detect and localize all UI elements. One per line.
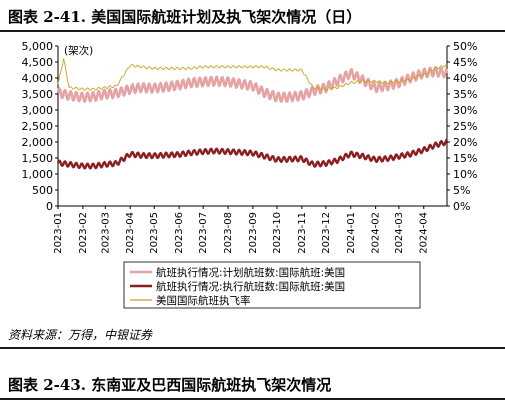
- chart-series: [56, 58, 449, 170]
- y-left-tick-label: 2,000: [22, 136, 54, 149]
- x-tick-label: 2023-02: [78, 212, 89, 254]
- y-right-tick-label: 5%: [453, 184, 470, 197]
- y-left-tick-label: 1,000: [22, 168, 54, 181]
- y-right-tick-label: 30%: [453, 104, 477, 117]
- series-line-2: [56, 139, 449, 170]
- x-tick-label: 2023-11: [297, 212, 308, 254]
- next-figure-title: 图表 2-43. 东南亚及巴西国际航班执飞架次情况: [8, 376, 332, 394]
- y-right-tick-label: 40%: [453, 72, 477, 85]
- x-tick-label: 2024-03: [394, 212, 405, 254]
- y-left-tick-label: 0: [46, 200, 53, 213]
- source-rule: [0, 347, 505, 349]
- y-left-tick-label: 1,500: [22, 152, 54, 165]
- x-tick-label: 2023-06: [174, 212, 185, 254]
- x-tick-label: 2023-01: [53, 212, 64, 254]
- legend-label-1: 航班执行情况:计划航班数:国际航班:美国: [156, 266, 345, 279]
- y-right-tick-label: 25%: [453, 120, 477, 133]
- x-tick-label: 2024-02: [371, 212, 382, 254]
- x-tick-label: 2023-12: [321, 212, 332, 254]
- y-right-tick-label: 0%: [453, 200, 470, 213]
- y-right-tick-label: 15%: [453, 152, 477, 165]
- source-note: 资料来源：万得，中银证券: [8, 328, 153, 342]
- x-tick-label: 2023-04: [125, 212, 136, 254]
- x-tick-label: 2023-03: [100, 212, 111, 254]
- x-tick-label: 2023-05: [149, 212, 160, 254]
- series-line-3: [57, 58, 448, 91]
- x-tick-label: 2023-10: [272, 212, 283, 254]
- legend-label-2: 航班执行情况:执行航班数:国际航班:美国: [156, 280, 345, 293]
- x-tick-label: 2024-04: [419, 212, 430, 254]
- y-left-tick-label: 3,000: [22, 104, 54, 117]
- x-tick-label: 2024-01: [346, 212, 357, 254]
- y-left-tick-label: 500: [32, 184, 53, 197]
- legend-box: [123, 261, 421, 309]
- y-right-tick-label: 10%: [453, 168, 477, 181]
- y-left-tick-label: 4,000: [22, 72, 54, 85]
- y-right-tick-label: 45%: [453, 56, 477, 69]
- chart-axes: 0 500 1,000 1,500 2,000 2,500 3,000 3,500 4,000 4…: [22, 40, 478, 254]
- y-left-tick-label: 4,500: [22, 56, 54, 69]
- series-line-1: [56, 66, 449, 103]
- x-tick-label: 2023-09: [248, 212, 259, 254]
- title-rule: [0, 30, 505, 32]
- chart-legend: 航班执行情况:计划航班数:国际航班:美国航班执行情况:执行航班数:国际航班:美国…: [123, 261, 421, 309]
- y-right-tick-label: 20%: [453, 136, 477, 149]
- y-right-tick-label: 50%: [453, 40, 477, 53]
- x-tick-label: 2023-08: [223, 212, 234, 254]
- y-left-tick-label: 2,500: [22, 120, 54, 133]
- y-left-tick-label: 3,500: [22, 88, 54, 101]
- legend-label-3: 美国国际航班执飞率: [156, 294, 251, 307]
- next-title-rule: [0, 398, 505, 400]
- y-right-tick-label: 35%: [453, 88, 477, 101]
- chart-canvas: 0 500 1,000 1,500 2,000 2,500 3,000 3,500 4,000 4…: [22, 40, 478, 309]
- x-tick-label: 2023-07: [198, 212, 209, 254]
- y-unit-label: (架次): [64, 44, 93, 57]
- figure-title: 图表 2-41. 美国国际航班计划及执飞架次情况（日）: [8, 8, 362, 26]
- y-left-tick-label: 5,000: [22, 40, 54, 53]
